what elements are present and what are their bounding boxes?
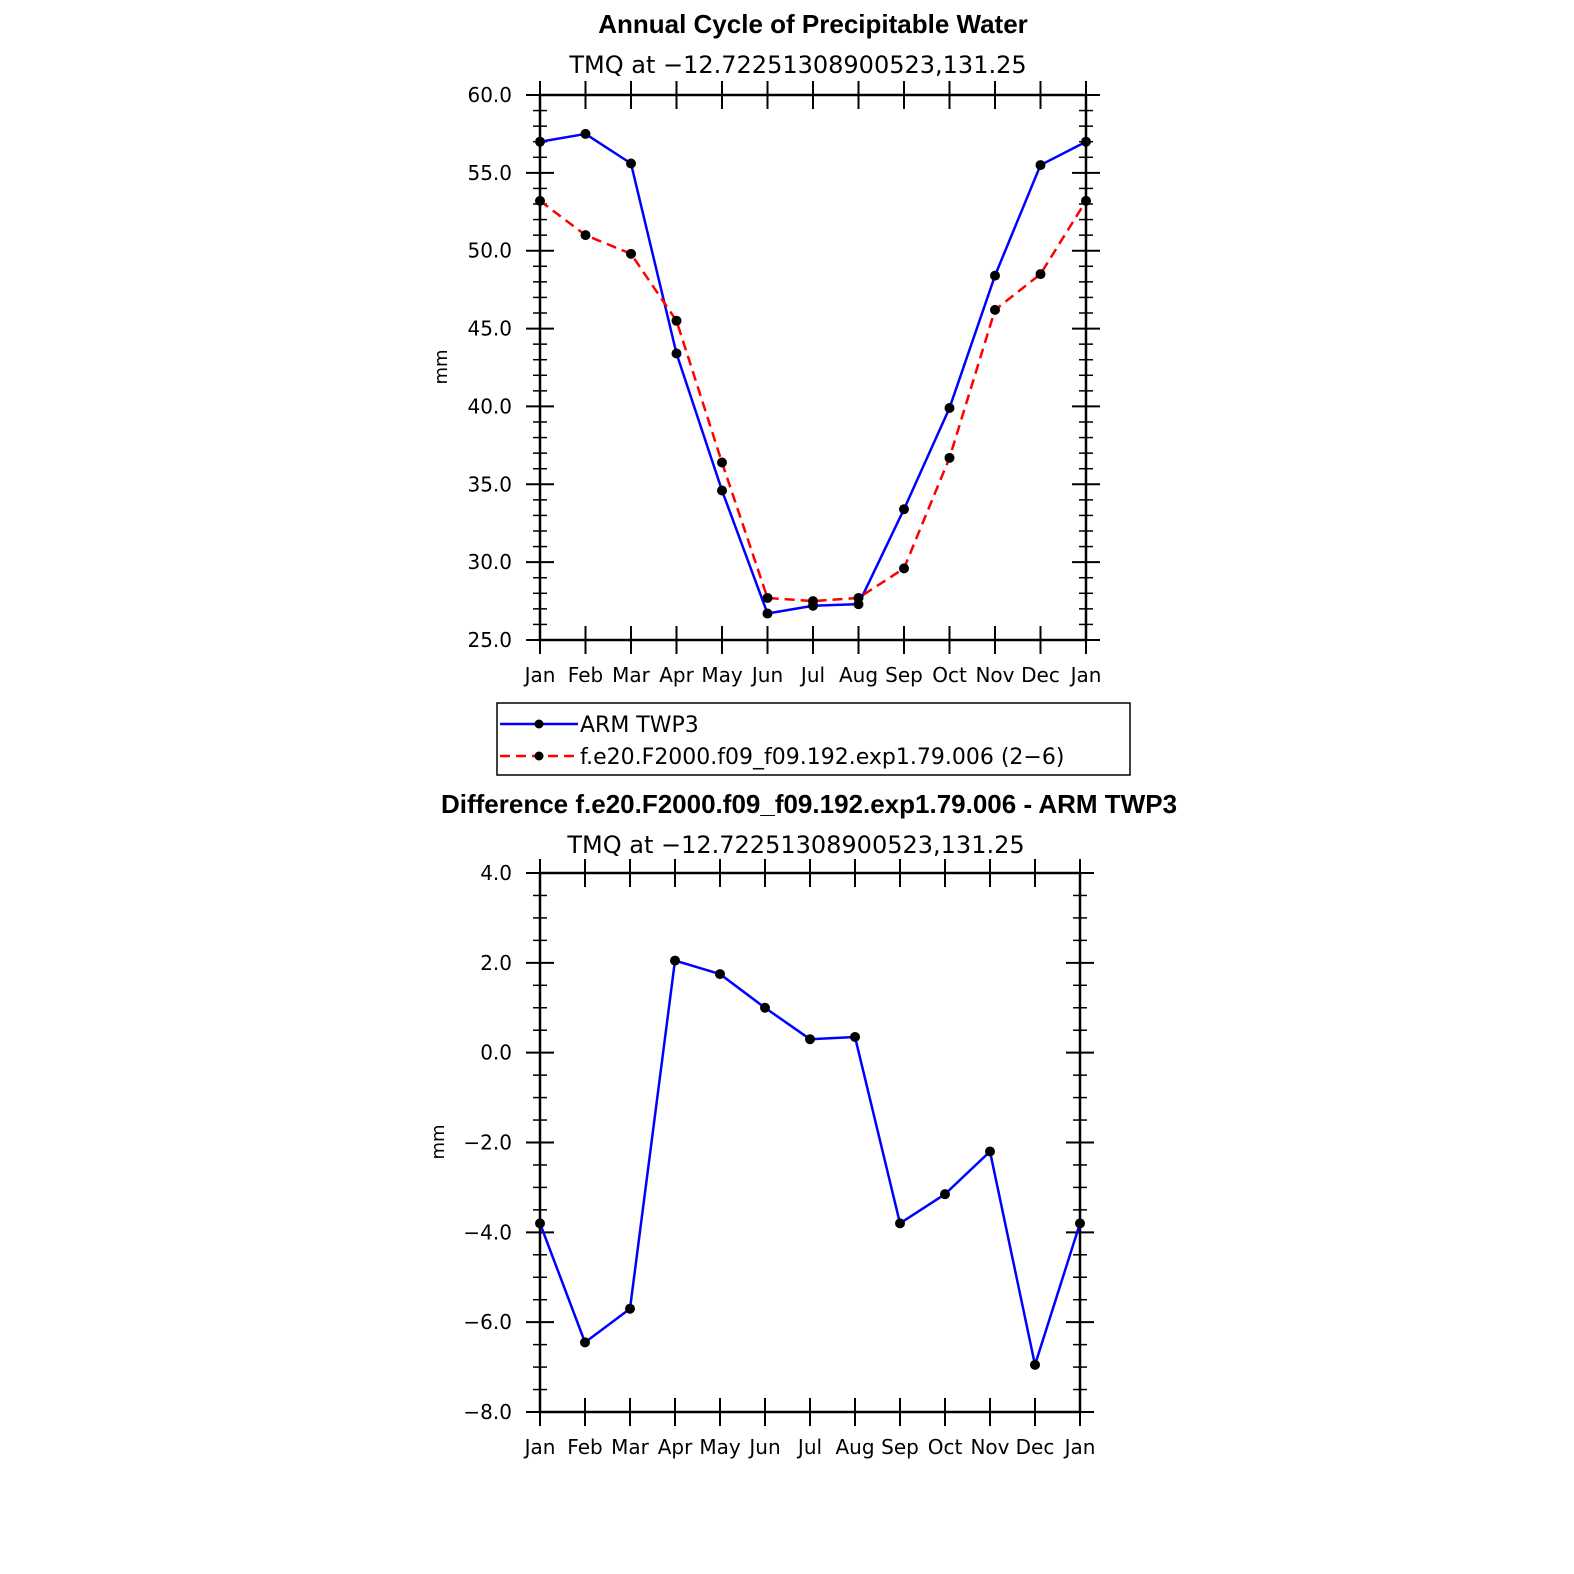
y-tick-label: −2.0 [463,1131,512,1155]
data-point [671,348,682,359]
series-line-0 [539,132,1087,615]
data-point [625,1303,635,1314]
data-point [1081,136,1091,147]
data-point [580,128,591,139]
difference-chart: Difference f.e20.F2000.f09_f09.192.exp1.… [428,789,1177,1459]
y-tick-label: 30.0 [467,550,512,574]
y-tick-label: 55.0 [467,161,512,185]
x-tick-label: May [699,1435,741,1459]
data-point [626,158,636,169]
x-tick-label: Jun [747,1435,780,1459]
legend: ARM TWP3 f.e20.F2000.f09_f09.192.exp1.79… [496,702,1131,776]
data-point [717,485,727,496]
legend-label-arm: ARM TWP3 [580,713,699,738]
chart-subtitle: TMQ at −12.72251308900523,131.25 [566,831,1024,859]
x-tick-label: Aug [835,1435,874,1459]
x-tick-label: Jun [750,663,783,687]
x-tick-label: Oct [928,1435,963,1459]
x-tick-label: Apr [658,1435,693,1459]
data-point [944,402,955,413]
data-point [850,1031,860,1042]
x-tick-label: Dec [1021,663,1060,687]
data-point [671,315,682,326]
data-point [670,955,680,966]
data-point [760,1002,770,1013]
y-tick-label: 50.0 [467,239,512,263]
x-tick-label: Jul [799,663,825,687]
data-point [626,248,636,259]
series-line-1 [539,199,1088,603]
x-tick-label: Aug [839,663,878,687]
data-point [853,592,864,603]
data-point [580,1337,590,1348]
data-point [990,304,1000,315]
y-axis-label: mm [428,1124,449,1159]
x-tick-label: May [701,663,743,687]
x-tick-label: Sep [881,1435,919,1459]
data-point [715,969,725,980]
legend-box [496,702,1131,776]
y-tick-label: 0.0 [480,1041,512,1065]
y-tick-label: 25.0 [467,628,512,652]
data-point [899,504,909,515]
y-tick-label: 35.0 [467,472,512,496]
y-tick-label: 45.0 [467,317,512,341]
data-point [899,563,909,574]
precipitable-water-chart: Annual Cycle of Precipitable Water TMQ a… [431,9,1101,687]
data-point [1030,1359,1040,1370]
chart-title: Annual Cycle of Precipitable Water [598,9,1028,39]
data-point [990,270,1000,281]
data-point [717,457,727,468]
data-point [762,608,773,619]
legend-marker-model [534,751,544,761]
x-tick-label: Apr [659,663,694,687]
plot-frame [538,93,1088,642]
y-axis-label: mm [431,349,452,384]
x-tick-label: Feb [568,663,603,687]
data-point [1081,195,1091,206]
x-tick-label: Jan [523,1435,556,1459]
x-tick-label: Sep [885,663,923,687]
data-point [985,1146,995,1157]
data-point [1075,1218,1085,1229]
y-tick-label: −8.0 [463,1400,512,1424]
data-point [805,1034,815,1045]
data-point [1035,269,1046,280]
data-point [808,596,818,607]
legend-label-model: f.e20.F2000.f09_f09.192.exp1.79.006 (2−6… [580,745,1064,770]
series-line-0 [538,959,1082,1367]
y-tick-label: −4.0 [463,1220,512,1244]
data-point [895,1218,905,1229]
legend-marker-arm [534,719,544,729]
data-point [1035,160,1046,171]
y-tick-label: −6.0 [463,1310,512,1334]
x-tick-label: Jan [1069,663,1102,687]
plot-frame [538,871,1082,1414]
y-tick-label: 40.0 [467,394,512,418]
x-tick-label: Jan [1063,1435,1096,1459]
x-tick-label: Nov [975,663,1014,687]
x-tick-label: Oct [932,663,967,687]
data-point [762,592,773,603]
x-tick-label: Nov [970,1435,1009,1459]
x-tick-label: Jul [796,1435,822,1459]
chart-subtitle: TMQ at −12.72251308900523,131.25 [568,51,1026,79]
y-tick-label: 60.0 [467,83,512,107]
y-tick-label: 2.0 [480,951,512,975]
data-point [535,195,545,206]
x-tick-label: Feb [567,1435,602,1459]
x-tick-label: Mar [611,1435,650,1459]
data-point [944,452,955,463]
data-point [535,136,545,147]
data-point [940,1189,950,1200]
data-point [535,1218,545,1229]
x-tick-label: Jan [523,663,556,687]
data-point [580,230,591,241]
chart-title: Difference f.e20.F2000.f09_f09.192.exp1.… [441,789,1177,819]
y-tick-label: 4.0 [480,861,512,885]
x-tick-label: Mar [612,663,651,687]
x-tick-label: Dec [1016,1435,1055,1459]
